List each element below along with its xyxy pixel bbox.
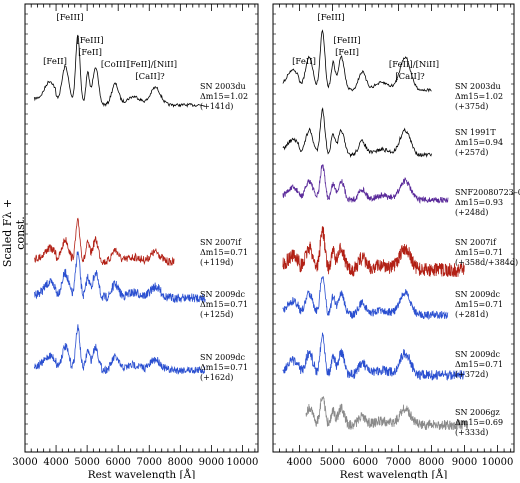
series-dm15-label: Δm15=0.71 bbox=[200, 300, 248, 309]
line-id-label: [FeIII] bbox=[56, 13, 83, 23]
series-dm15-label: Δm15=0.69 bbox=[455, 418, 503, 427]
spectrum-line bbox=[282, 226, 465, 278]
series-epoch-label: (+257d) bbox=[455, 148, 488, 157]
series-name-label: SN 2009dc bbox=[200, 353, 246, 362]
line-id-label: [FeIII] bbox=[317, 13, 344, 23]
x-tick-label: 8000 bbox=[419, 457, 444, 468]
x-tick-label: 6000 bbox=[353, 457, 378, 468]
series-dm15-label: Δm15=0.94 bbox=[455, 138, 503, 147]
spectrum-line bbox=[33, 251, 206, 304]
x-tick-label: 4000 bbox=[287, 457, 312, 468]
series-epoch-label: (+119d) bbox=[200, 258, 233, 267]
line-id-label: [CaII]? bbox=[395, 72, 425, 82]
series-name-label: SN 2009dc bbox=[455, 290, 501, 299]
series-epoch-label: (+248d) bbox=[455, 208, 488, 217]
series-dm15-label: Δm15=0.71 bbox=[200, 363, 248, 372]
line-id-label: [FeII]/[NiII] bbox=[127, 60, 177, 70]
series-dm15-label: Δm15=0.93 bbox=[455, 198, 503, 207]
x-tick-label: 7000 bbox=[386, 457, 411, 468]
line-id-label: [FeII]/[NiII] bbox=[389, 60, 439, 70]
plot-frame bbox=[272, 3, 515, 453]
series-epoch-label: (+358d/+384d) bbox=[455, 258, 518, 267]
series-epoch-label: (+125d) bbox=[200, 310, 233, 319]
series-epoch-label: (+141d) bbox=[200, 102, 233, 111]
line-id-label: [FeII] bbox=[43, 57, 67, 67]
series-dm15-label: Δm15=0.71 bbox=[200, 248, 248, 257]
line-id-label: [FeII] bbox=[78, 48, 102, 58]
series-dm15-label: Δm15=1.02 bbox=[455, 92, 503, 101]
plot-frame bbox=[24, 3, 259, 453]
spectrum-line bbox=[305, 396, 468, 431]
series-name-label: SN 2007if bbox=[200, 238, 242, 247]
series-name-label: SN 2003du bbox=[200, 82, 246, 91]
spectrum-line bbox=[33, 34, 206, 108]
series-name-label: SN 2003du bbox=[455, 82, 501, 91]
y-axis-label: Scaled Fλ + const. bbox=[1, 198, 27, 268]
series-name-label: SN 2009dc bbox=[200, 290, 246, 299]
x-tick-label: 10000 bbox=[482, 457, 514, 468]
series-name-label: SN 2007if bbox=[455, 238, 497, 247]
x-tick-label: 8000 bbox=[168, 457, 193, 468]
spectrum-line bbox=[34, 217, 175, 267]
series-name-label: SN 1991T bbox=[455, 128, 496, 137]
line-id-label: [FeII] bbox=[292, 57, 316, 67]
x-tick-label: 4000 bbox=[43, 457, 68, 468]
spectrum-line bbox=[282, 164, 449, 204]
x-axis-label: Rest wavelength [Å] bbox=[340, 467, 448, 479]
x-tick-label: 6000 bbox=[105, 457, 130, 468]
spectrum-line bbox=[282, 276, 449, 320]
spectrum-line bbox=[33, 324, 206, 375]
spectrum-line bbox=[282, 107, 432, 158]
x-axis-label: Rest wavelength [Å] bbox=[88, 467, 196, 479]
series-epoch-label: (+372d) bbox=[455, 370, 488, 379]
line-id-label: [FeIII] bbox=[76, 36, 103, 46]
line-id-label: [FeII] bbox=[335, 48, 359, 58]
series-dm15-label: Δm15=1.02 bbox=[200, 92, 248, 101]
series-dm15-label: Δm15=0.71 bbox=[455, 248, 503, 257]
spectrum-line bbox=[282, 332, 465, 381]
series-name-label: SNF20080723–012 bbox=[455, 188, 520, 197]
series-name-label: SN 2006gz bbox=[455, 408, 500, 417]
x-tick-label: 9000 bbox=[199, 457, 224, 468]
line-id-label: [CoIII] bbox=[101, 60, 129, 70]
x-tick-label: 5000 bbox=[320, 457, 345, 468]
spectrum-line bbox=[282, 29, 432, 93]
series-name-label: SN 2009dc bbox=[455, 350, 501, 359]
series-epoch-label: (+162d) bbox=[200, 373, 233, 382]
series-epoch-label: (+333d) bbox=[455, 428, 488, 437]
series-dm15-label: Δm15=0.71 bbox=[455, 300, 503, 309]
x-tick-label: 9000 bbox=[452, 457, 477, 468]
x-tick-label: 10000 bbox=[227, 457, 259, 468]
series-epoch-label: (+375d) bbox=[455, 102, 488, 111]
x-tick-label: 7000 bbox=[137, 457, 162, 468]
right-panel: 4000 5000 6000 7000 8000 9000 10000 Rest wavele… bbox=[272, 3, 520, 481]
series-epoch-label: (+281d) bbox=[455, 310, 488, 319]
line-id-label: [CaII]? bbox=[135, 72, 165, 82]
x-tick-label: 3000 bbox=[12, 457, 37, 468]
series-dm15-label: Δm15=0.71 bbox=[455, 360, 503, 369]
line-id-label: [FeIII] bbox=[333, 36, 360, 46]
left-panel: 3000 4000 5000 6000 7000 8000 9000 10000 Rest wa… bbox=[12, 3, 259, 481]
x-tick-label: 5000 bbox=[74, 457, 99, 468]
